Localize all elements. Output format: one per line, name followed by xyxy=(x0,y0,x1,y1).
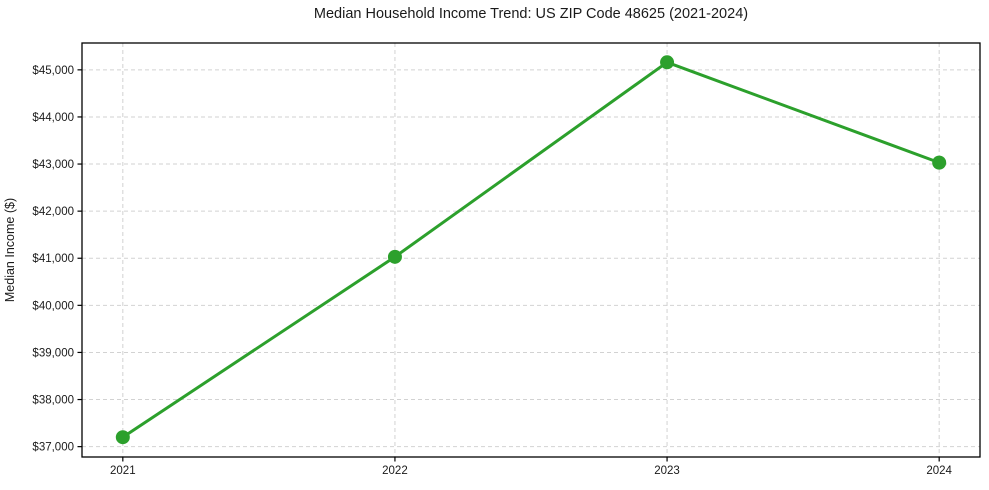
y-tick-label: $41,000 xyxy=(32,253,74,265)
x-tick-label: 2023 xyxy=(654,465,680,477)
x-tick-label: 2022 xyxy=(382,465,408,477)
y-tick-label: $40,000 xyxy=(32,300,74,312)
x-tick-label: 2021 xyxy=(110,465,136,477)
data-point-marker xyxy=(932,155,947,170)
y-axis-label: Median Income ($) xyxy=(3,198,17,302)
plot-border xyxy=(81,42,981,458)
y-tick-label: $45,000 xyxy=(32,65,74,77)
x-tick-label: 2024 xyxy=(926,465,952,477)
y-tick-label: $42,000 xyxy=(32,206,74,218)
y-tick-label: $37,000 xyxy=(32,442,74,454)
trend-line xyxy=(121,60,941,439)
data-point-marker xyxy=(387,249,402,264)
grid-layer xyxy=(82,43,980,457)
y-tick-label: $44,000 xyxy=(32,112,74,124)
y-tick-label: $38,000 xyxy=(32,395,74,407)
chart-title: Median Household Income Trend: US ZIP Co… xyxy=(313,6,749,22)
series-layer xyxy=(115,55,947,445)
data-point-marker xyxy=(660,55,675,70)
data-point-marker xyxy=(115,430,130,445)
y-tick-label: $39,000 xyxy=(32,347,74,359)
axes-layer: $37,000 $38,000 $39,000 $40,000 $41,000 $42,0… xyxy=(32,42,981,477)
y-tick-label: $43,000 xyxy=(32,159,74,171)
